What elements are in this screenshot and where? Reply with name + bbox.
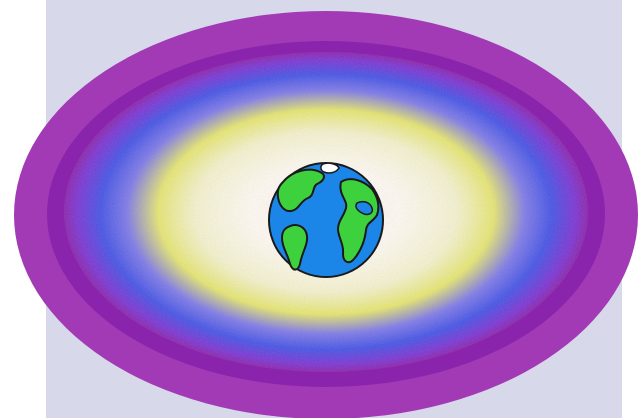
- earth-icon: [268, 162, 384, 278]
- island-shape: [355, 200, 374, 216]
- north-america-continent: [276, 168, 325, 213]
- europe-africa-continent: [336, 178, 380, 264]
- north-polar-ice: [320, 162, 340, 174]
- south-america-continent: [280, 224, 309, 271]
